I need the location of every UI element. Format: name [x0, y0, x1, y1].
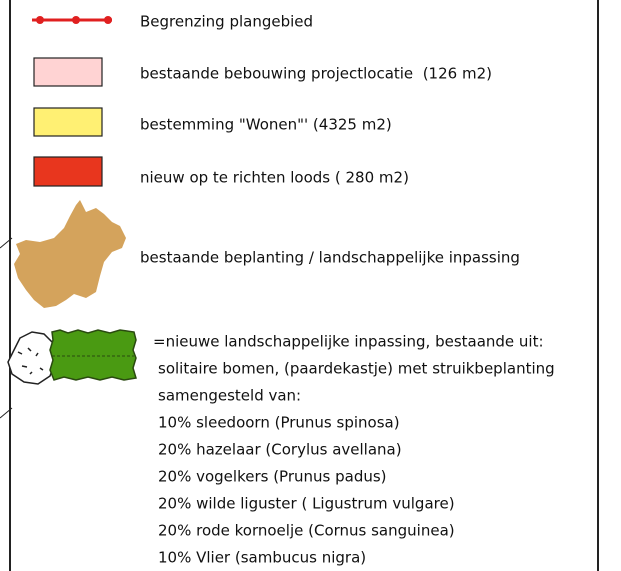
legend-label: bestemming "Wonen"' (4325 m2) — [140, 116, 392, 134]
legend-label: =nieuwe landschappelijke inpassing, best… — [153, 333, 544, 351]
legend-label: samengesteld van: — [158, 387, 301, 405]
swatch — [33, 156, 103, 187]
map-line — [0, 407, 13, 419]
legend-label: 10% Vlier (sambucus nigra) — [158, 549, 366, 567]
legend-label: 20% vogelkers (Prunus padus) — [158, 468, 387, 486]
legend-label: 20% rode kornoelje (Cornus sanguinea) — [158, 522, 455, 540]
planting-symbol — [14, 200, 126, 308]
legend-label: bestaande bebouwing projectlocatie (126 … — [140, 65, 492, 83]
legend-label: Begrenzing plangebied — [140, 13, 313, 31]
boundary-symbol — [32, 16, 112, 24]
legend-label: 10% sleedoorn (Prunus spinosa) — [158, 414, 400, 432]
hedge-symbol — [49, 329, 137, 381]
legend-label: bestaande beplanting / landschappelijke … — [140, 249, 520, 267]
legend-label: 20% hazelaar (Corylus avellana) — [158, 441, 402, 459]
legend-label: nieuw op te richten loods ( 280 m2) — [140, 169, 409, 187]
legend-label: solitaire bomen, (paardekastje) met stru… — [158, 360, 555, 378]
swatch — [33, 57, 103, 87]
swatch — [33, 107, 103, 137]
legend-label: 20% wilde liguster ( Ligustrum vulgare) — [158, 495, 455, 513]
map-line — [0, 237, 13, 249]
